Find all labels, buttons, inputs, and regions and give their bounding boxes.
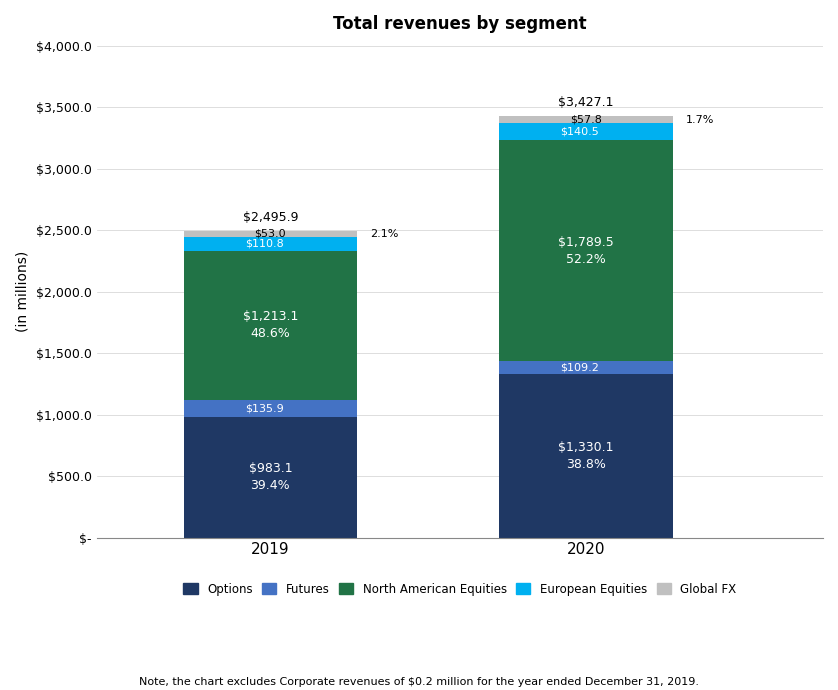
Text: $109.2: $109.2 [561,362,599,372]
Text: $3,427.1: $3,427.1 [558,97,614,109]
Bar [184,230,357,237]
Bar [184,237,357,250]
Text: 2.1%: 2.1% [370,229,398,239]
Bar [184,417,357,538]
Bar [184,250,357,400]
Text: $983.1
39.4%: $983.1 39.4% [249,462,292,492]
Text: 5.4%: 5.4% [370,403,398,413]
Bar [499,361,673,374]
Text: $1,213.1
48.6%: $1,213.1 48.6% [243,310,298,340]
Text: $1,789.5
52.2%: $1,789.5 52.2% [558,235,614,266]
Bar [184,400,357,417]
Text: $57.8: $57.8 [570,115,602,125]
Y-axis label: (in millions): (in millions) [15,251,29,332]
Text: 1.7%: 1.7% [685,115,714,125]
Text: 4.4%: 4.4% [370,239,398,249]
Text: 4.1%: 4.1% [685,127,714,137]
Bar [499,124,673,141]
Text: $53.0: $53.0 [255,229,287,239]
Text: $2,495.9: $2,495.9 [243,211,298,224]
Legend: Options, Futures, North American Equities, European Equities, Global FX: Options, Futures, North American Equitie… [178,578,741,600]
Text: 3.2%: 3.2% [685,362,714,372]
Bar [499,116,673,124]
Bar [499,374,673,538]
Text: $1,330.1
38.8%: $1,330.1 38.8% [558,441,614,471]
Text: $140.5: $140.5 [561,127,599,137]
Title: Total revenues by segment: Total revenues by segment [333,15,587,33]
Bar [499,141,673,361]
Text: Note, the chart excludes Corporate revenues of $0.2 million for the year ended D: Note, the chart excludes Corporate reven… [139,677,699,687]
Text: $135.9: $135.9 [245,403,283,413]
Text: $110.8: $110.8 [245,239,283,249]
